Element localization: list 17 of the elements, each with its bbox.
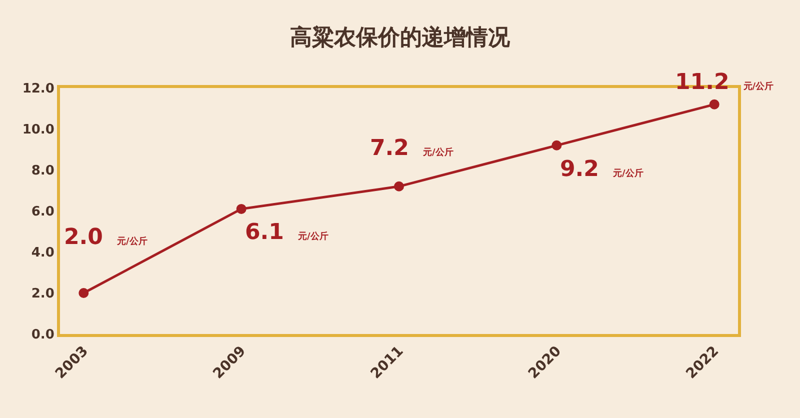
chart-title: 高粱农保价的递增情况 (290, 24, 511, 51)
y-tick-label: 6.0 (31, 204, 54, 220)
y-tick-label: 2.0 (31, 286, 54, 302)
point (236, 204, 246, 214)
point (78, 288, 89, 298)
data-label: 9.2 元/公斤 (560, 157, 644, 182)
y-tick-label: 8.0 (31, 164, 54, 179)
y-tick-label: 4.0 (31, 246, 54, 261)
data-label: 6.1 元/公斤 (245, 220, 328, 245)
data-label: 2.0 元/公斤 (64, 225, 148, 250)
point (552, 140, 562, 150)
point (709, 99, 720, 110)
data-label: 7.2 元/公斤 (370, 136, 454, 161)
y-tick-label: 10.0 (22, 122, 54, 138)
point (394, 181, 404, 192)
y-tick-label: 12.0 (22, 82, 54, 97)
y-tick-label: 0.0 (31, 328, 54, 343)
